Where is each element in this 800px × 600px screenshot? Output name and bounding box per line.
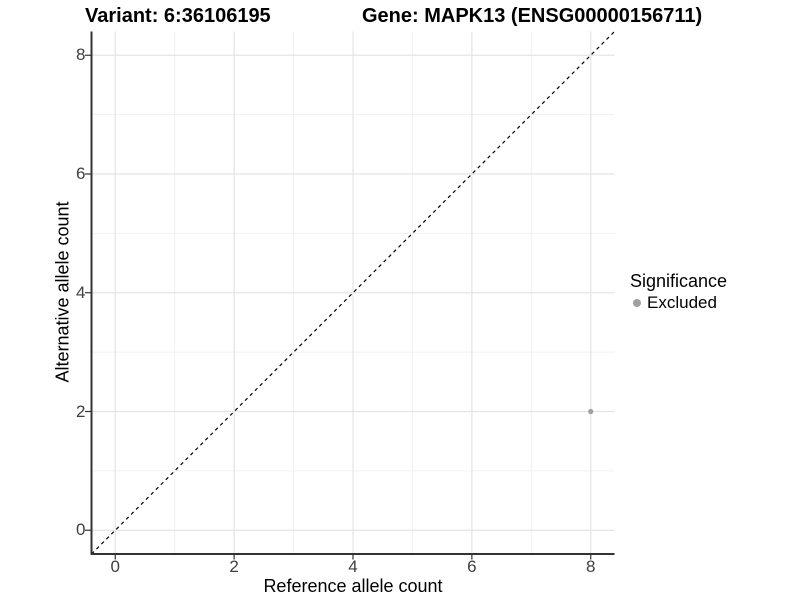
legend: Significance Excluded (628, 270, 798, 314)
x-tick-label: 8 (585, 557, 596, 576)
x-tick-label: 6 (467, 557, 477, 576)
y-tick-label: 4 (76, 282, 86, 302)
y-tick-label: 6 (76, 164, 86, 183)
x-tick-label: 2 (229, 557, 239, 576)
x-tick-label: 0 (110, 557, 120, 576)
variant-title: Variant: 6:36106195 (85, 5, 271, 27)
gene-title: Gene: MAPK13 (ENSG00000156711) (362, 5, 703, 27)
legend-item-label: Excluded (647, 293, 717, 312)
legend-point-marker-icon (633, 299, 641, 307)
x-tick-label: 4 (348, 557, 358, 576)
data-point (588, 408, 594, 415)
y-tick-label: 8 (76, 45, 86, 65)
legend-title: Significance (630, 271, 728, 291)
identity-dashed-line (91, 31, 615, 555)
y-tick-label: 2 (76, 401, 86, 421)
y-tick-label: 0 (76, 520, 86, 540)
legend-item-excluded: Excluded (628, 292, 798, 314)
x-axis-title: Reference allele count (263, 576, 443, 596)
